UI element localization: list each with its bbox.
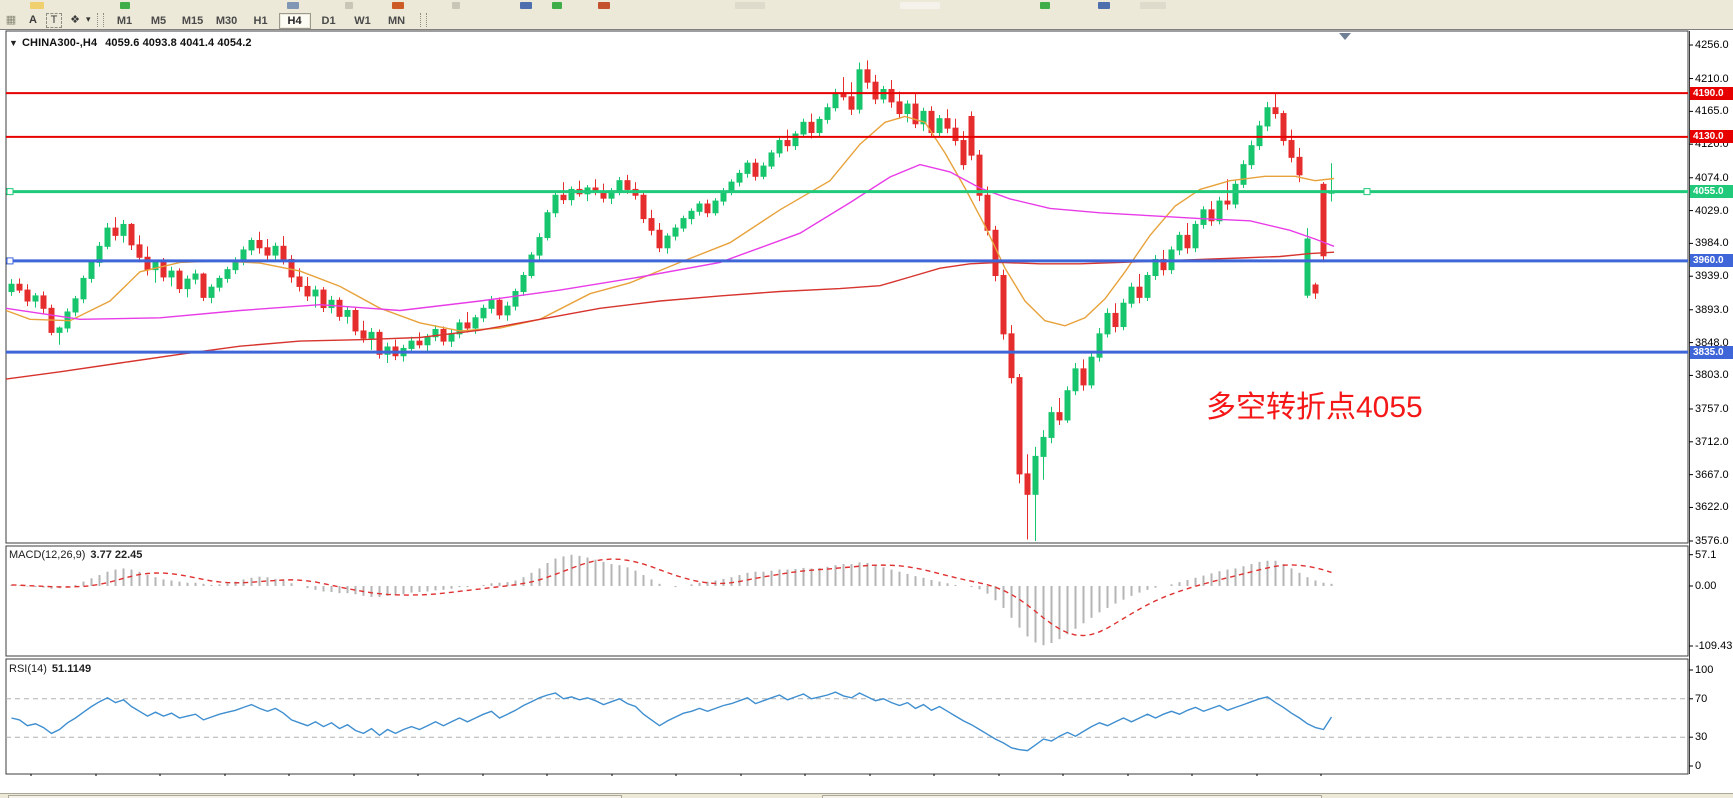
price-axis-label: 3893.0 bbox=[1695, 303, 1729, 316]
rsi-axis-label: 100 bbox=[1695, 664, 1714, 676]
ma-fast-orange bbox=[5, 115, 1335, 332]
chart-canvas[interactable] bbox=[0, 30, 1733, 776]
ohlc-values: 4059.6 4093.8 4041.4 4054.2 bbox=[105, 37, 252, 49]
timeframe-button-M15[interactable]: M15 bbox=[181, 14, 204, 27]
clipped-tab-bar bbox=[0, 793, 1733, 798]
price-axis-label: 4256.0 bbox=[1695, 39, 1729, 51]
toolbar-drag-handle[interactable] bbox=[96, 12, 104, 27]
rsi-indicator-label: RSI(14) 51.1149 bbox=[9, 663, 91, 675]
price-tag-4130.0: 4130.0 bbox=[1690, 130, 1733, 144]
macd-values: 3.77 22.45 bbox=[90, 549, 143, 561]
clipped-icon-fragment bbox=[598, 2, 610, 9]
clipped-icon-fragment bbox=[552, 2, 562, 9]
chart-window[interactable]: ▼ CHINA300-,H4 4059.6 4093.8 4041.4 4054.2… bbox=[0, 29, 1733, 794]
clipped-icon-fragment bbox=[287, 2, 299, 9]
price-panel-frame bbox=[5, 30, 1689, 544]
macd-panel-frame bbox=[5, 545, 1689, 657]
macd-name: MACD(12,26,9) bbox=[9, 549, 86, 561]
price-axis-label: 3622.0 bbox=[1695, 501, 1729, 514]
shapes-icon[interactable]: ❖ bbox=[70, 13, 80, 26]
rsi-panel-frame bbox=[5, 658, 1689, 775]
clipped-tab-fragment bbox=[8, 795, 622, 798]
macd-axis-label: -109.43 bbox=[1695, 640, 1733, 652]
ma-mid-magenta bbox=[5, 163, 1335, 321]
clipped-icon-fragment bbox=[452, 2, 460, 9]
rsi-name: RSI(14) bbox=[9, 663, 47, 675]
macd-indicator-label: MACD(12,26,9) 3.77 22.45 bbox=[9, 549, 142, 561]
timeframe-button-group: M1 M5 M15 M30 H1 H4 D1 W1 MN bbox=[108, 11, 414, 29]
price-axis-label: 3939.0 bbox=[1695, 270, 1729, 283]
clipped-icon-fragment bbox=[1098, 2, 1110, 9]
clipped-icon-fragment bbox=[345, 2, 353, 9]
clipped-icon-fragment bbox=[1140, 2, 1166, 9]
timeframe-button-MN[interactable]: MN bbox=[387, 14, 406, 27]
rsi-value: 51.1149 bbox=[51, 663, 92, 675]
text-label-icon[interactable]: A bbox=[29, 13, 37, 26]
timeframe-button-M1[interactable]: M1 bbox=[116, 14, 133, 27]
clipped-icon-fragment bbox=[520, 2, 532, 9]
axis-ticks bbox=[30, 44, 1693, 776]
price-axis-label: 3667.0 bbox=[1695, 468, 1729, 481]
price-axis-label: 4165.0 bbox=[1695, 105, 1729, 118]
chart-title: ▼ CHINA300-,H4 4059.6 4093.8 4041.4 4054.2 bbox=[9, 37, 252, 49]
symbol-period-label: CHINA300-,H4 bbox=[22, 37, 98, 49]
timeframe-button-D1[interactable]: D1 bbox=[321, 14, 336, 27]
timeframe-button-M5[interactable]: M5 bbox=[150, 14, 167, 27]
grid-dots-icon[interactable]: ▦ bbox=[5, 13, 17, 26]
toolbar-drag-handle[interactable] bbox=[419, 12, 427, 27]
macd-layer bbox=[10, 554, 1333, 646]
hline-handle-left[interactable] bbox=[6, 257, 14, 265]
macd-axis-label: 0.00 bbox=[1695, 580, 1717, 592]
chart-toolbar: ▦ A T ❖ ▾ M1 M5 M15 M30 H1 H4 D1 W1 MN bbox=[0, 10, 1733, 30]
price-tag-4190.0: 4190.0 bbox=[1690, 86, 1733, 100]
candles-layer bbox=[8, 60, 1335, 541]
clipped-icon-fragment bbox=[120, 2, 130, 9]
macd-axis-label: 57.1 bbox=[1695, 548, 1717, 561]
price-axis-label: 3712.0 bbox=[1695, 435, 1729, 448]
rsi-axis-label: 30 bbox=[1695, 731, 1708, 744]
clipped-icon-fragment bbox=[392, 2, 404, 9]
price-tag-4055.0: 4055.0 bbox=[1690, 185, 1733, 199]
price-axis-label: 4074.0 bbox=[1695, 171, 1729, 184]
price-axis-label: 3757.0 bbox=[1695, 402, 1729, 415]
clipped-icon-fragment bbox=[900, 2, 940, 9]
price-axis-label: 4029.0 bbox=[1695, 204, 1729, 217]
hline-handle-right[interactable] bbox=[1363, 188, 1371, 196]
rsi-axis-label: 0 bbox=[1695, 760, 1702, 772]
price-axis-label: 3803.0 bbox=[1695, 369, 1729, 382]
price-tag-3835.0: 3835.0 bbox=[1690, 345, 1733, 359]
rsi-layer bbox=[6, 691, 1688, 752]
text-box-icon[interactable]: T bbox=[46, 12, 62, 28]
timeframe-button-M30[interactable]: M30 bbox=[215, 14, 238, 27]
rsi-axis-label: 70 bbox=[1695, 692, 1708, 705]
clipped-icon-fragment bbox=[30, 2, 44, 9]
chart-text-annotation[interactable]: 多空转折点4055 bbox=[1206, 391, 1423, 424]
hline-handle-left[interactable] bbox=[6, 188, 14, 196]
macd-signal-line bbox=[11, 558, 1332, 637]
clipped-icon-fragment bbox=[735, 2, 765, 9]
timeframe-button-H1[interactable]: H1 bbox=[253, 14, 268, 27]
price-axis-label: 3576.0 bbox=[1695, 534, 1729, 547]
rsi-line bbox=[11, 691, 1333, 752]
collapse-indicator-icon[interactable]: ▼ bbox=[9, 38, 19, 48]
clipped-tab-fragment bbox=[822, 795, 1322, 798]
price-axis-label: 3984.0 bbox=[1695, 237, 1729, 250]
timeframe-button-H4[interactable]: H4 bbox=[278, 12, 311, 29]
shapes-dropdown-caret-icon[interactable]: ▾ bbox=[86, 14, 91, 24]
autoscroll-marker-icon[interactable] bbox=[1339, 33, 1351, 40]
timeframe-button-W1[interactable]: W1 bbox=[354, 14, 371, 27]
price-axis-label: 4210.0 bbox=[1695, 72, 1729, 85]
clipped-icon-fragment bbox=[1040, 2, 1050, 9]
price-tag-3960.0: 3960.0 bbox=[1690, 254, 1733, 268]
